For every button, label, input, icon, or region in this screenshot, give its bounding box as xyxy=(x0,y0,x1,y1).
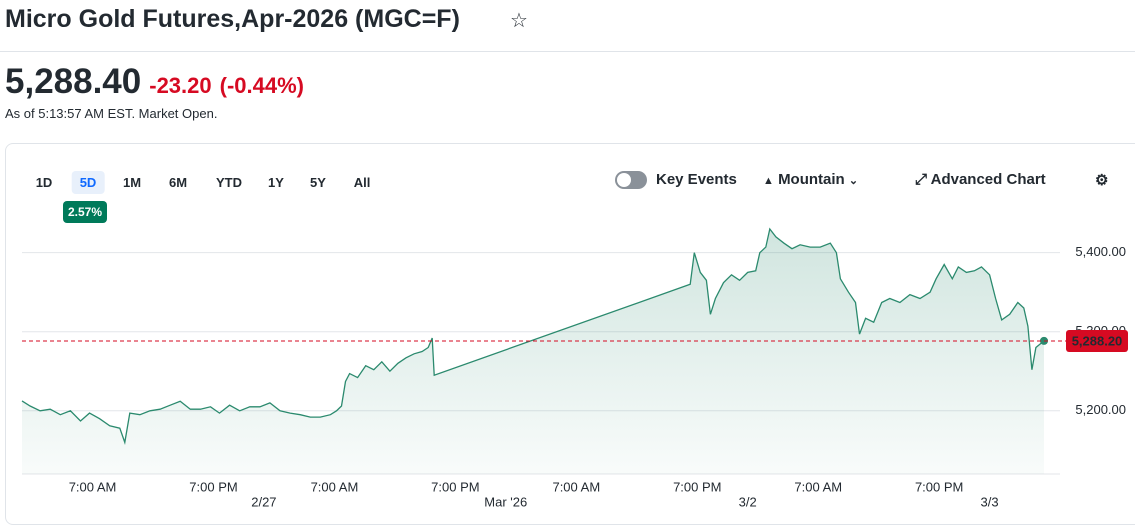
price-line xyxy=(21,227,1045,445)
settings[interactable]: ⚙ xyxy=(1095,172,1109,189)
x-tick-label: 7:00 PM xyxy=(673,479,721,494)
chart-style[interactable]: ▲ Mountain ⌄ xyxy=(763,171,859,188)
x-tick-label: 7:00 PM xyxy=(915,479,963,494)
timestamp: As of 5:13:57 AM EST. Market Open. xyxy=(5,106,218,121)
x-date-label: 3/3 xyxy=(981,494,999,509)
watchlist-star[interactable]: ☆ xyxy=(510,10,528,32)
advanced-chart-label: Advanced Chart xyxy=(930,171,1046,188)
x-tick-label: 7:00 PM xyxy=(431,479,479,494)
y-tick-label: 5,400.00 xyxy=(1075,244,1126,259)
range-button[interactable]: 6M xyxy=(168,175,188,190)
x-tick-label: 7:00 AM xyxy=(311,479,359,494)
price-tag-label: 5,288.20 xyxy=(1072,333,1123,348)
change-percent: (-0.44%) xyxy=(219,73,304,98)
x-tick-label: 7:00 AM xyxy=(794,479,842,494)
quote: 5,288.40 -23.20 (-0.44%) xyxy=(5,62,304,102)
range-button[interactable]: 1M xyxy=(122,175,142,190)
separator xyxy=(0,51,1135,52)
range-button[interactable]: 1D xyxy=(35,175,53,190)
last-point xyxy=(1039,336,1048,345)
x-date-label: Mar '26 xyxy=(484,494,527,509)
price-tag xyxy=(1066,330,1128,353)
price: 5,288.40 xyxy=(5,62,142,101)
chart-style-label: Mountain xyxy=(778,171,845,188)
range-button[interactable]: 1Y xyxy=(268,175,284,190)
key-events[interactable]: Key Events xyxy=(656,171,737,188)
x-date-label: 2/27 xyxy=(251,494,276,509)
x-tick-label: 7:00 AM xyxy=(69,479,117,494)
x-tick-label: 7:00 PM xyxy=(189,479,237,494)
toggle-knob xyxy=(617,173,631,187)
change: -23.20 xyxy=(149,73,212,98)
range-button[interactable]: All xyxy=(353,175,371,190)
title: Micro Gold Futures,Apr-2026 (MGC=F) xyxy=(5,5,460,33)
range-return: 2.57% xyxy=(63,201,108,223)
range-button[interactable]: YTD xyxy=(216,175,242,190)
advanced-chart[interactable]: ⤢ Advanced Chart xyxy=(915,171,1046,188)
y-tick-label: 5,200.00 xyxy=(1075,402,1126,417)
range-button[interactable]: 5D xyxy=(71,171,105,194)
range-button[interactable]: 5Y xyxy=(310,175,326,190)
area-fill xyxy=(22,229,1044,474)
x-date-label: 3/2 xyxy=(739,494,757,509)
x-tick-label: 7:00 AM xyxy=(552,479,600,494)
